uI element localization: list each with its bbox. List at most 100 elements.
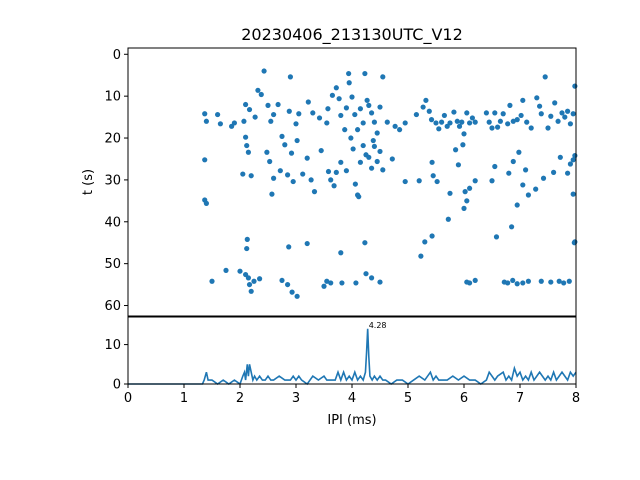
scatter-point xyxy=(500,111,506,117)
scatter-point xyxy=(537,103,543,109)
scatter-point xyxy=(459,119,465,125)
scatter-point xyxy=(203,200,209,206)
scatter-point xyxy=(439,119,445,125)
scatter-point xyxy=(223,267,229,273)
scatter-point xyxy=(505,121,511,127)
scatter-point xyxy=(489,178,495,184)
scatter-point xyxy=(429,159,435,165)
scatter-y-tick-label: 40 xyxy=(104,215,121,230)
scatter-point xyxy=(290,178,296,185)
scatter-point xyxy=(389,156,395,162)
scatter-point xyxy=(510,277,516,284)
scatter-point xyxy=(520,97,526,103)
scatter-point xyxy=(441,112,447,119)
scatter-point xyxy=(534,95,540,101)
scatter-point xyxy=(514,202,520,208)
scatter-point xyxy=(333,169,339,175)
scatter-point xyxy=(346,70,352,77)
scatter-point xyxy=(349,94,355,100)
scatter-point xyxy=(245,149,251,155)
histogram-peak-label: 4.28 xyxy=(369,321,387,330)
scatter-point xyxy=(267,158,273,165)
scatter-point xyxy=(570,191,576,197)
scatter-point xyxy=(321,283,327,289)
scatter-point xyxy=(392,123,398,129)
scatter-point xyxy=(289,289,295,295)
scatter-point xyxy=(308,177,314,183)
histogram-y-tick-label: 10 xyxy=(104,338,121,353)
scatter-point xyxy=(456,123,463,129)
scatter-point xyxy=(548,279,554,285)
chart-title: 20230406_213130UTC_V12 xyxy=(241,25,463,45)
scatter-point xyxy=(269,191,275,197)
scatter-point xyxy=(338,250,344,256)
scatter-point xyxy=(357,159,363,165)
histogram-x-tick-label: 2 xyxy=(236,391,244,406)
scatter-point xyxy=(240,171,246,177)
scatter-point xyxy=(572,83,578,89)
scatter-point xyxy=(418,253,424,259)
scatter-point xyxy=(366,154,372,160)
scatter-point xyxy=(464,110,470,116)
scatter-point xyxy=(371,119,377,125)
scatter-point xyxy=(255,87,261,93)
scatter-point xyxy=(384,119,390,125)
scatter-point xyxy=(369,165,375,171)
scatter-point xyxy=(528,125,534,131)
scatter-point xyxy=(246,281,253,288)
scatter-point xyxy=(483,110,489,116)
scatter-point xyxy=(572,239,578,245)
scatter-point xyxy=(215,111,221,118)
scatter-point xyxy=(311,189,318,195)
histogram-line xyxy=(128,328,577,386)
scatter-point xyxy=(567,121,574,127)
scatter-point xyxy=(507,102,513,108)
scatter-point xyxy=(461,131,467,137)
scatter-point xyxy=(261,68,267,74)
scatter-point xyxy=(538,278,544,284)
scatter-y-tick-label: 20 xyxy=(104,132,121,147)
scatter-point xyxy=(258,91,264,98)
scatter-point xyxy=(279,277,285,284)
scatter-point xyxy=(460,142,466,148)
scatter-point xyxy=(377,104,383,110)
scatter-point xyxy=(380,74,386,80)
scatter-point xyxy=(559,110,565,116)
scatter-y-tick-label: 60 xyxy=(104,299,121,314)
scatter-point xyxy=(362,240,368,246)
scatter-point xyxy=(520,182,526,188)
scatter-point xyxy=(514,281,520,287)
histogram-panel: 4.28 0 10 0 1 2 3 4 5 6 7 8 IPI (ms) xyxy=(104,316,580,428)
scatter-point xyxy=(472,178,478,184)
scatter-point xyxy=(434,178,440,185)
scatter-point xyxy=(324,278,330,284)
scatter-point xyxy=(436,126,442,132)
scatter-point xyxy=(445,216,451,222)
scatter-point xyxy=(285,281,291,288)
histogram-y-ticks: 0 10 xyxy=(104,338,128,393)
histogram-x-tick-label: 4 xyxy=(348,391,356,406)
scatter-point xyxy=(518,112,524,119)
scatter-point xyxy=(369,110,375,116)
scatter-point xyxy=(413,111,419,118)
scatter-point xyxy=(416,178,422,184)
scatter-point xyxy=(426,108,432,114)
scatter-point xyxy=(245,275,251,281)
scatter-point xyxy=(397,127,403,133)
scatter-point xyxy=(548,113,554,119)
scatter-point xyxy=(271,175,277,181)
scatter-point xyxy=(265,102,271,108)
scatter-point xyxy=(252,114,258,120)
scatter-point xyxy=(374,158,380,165)
scatter-point xyxy=(447,190,453,196)
scatter-point xyxy=(237,268,243,274)
scatter-point xyxy=(462,189,468,195)
scatter-point xyxy=(545,125,551,131)
scatter-point xyxy=(363,271,369,277)
histogram-x-tick-label: 3 xyxy=(292,391,300,406)
histogram-x-tick-label: 0 xyxy=(124,391,132,406)
scatter-point xyxy=(555,118,561,124)
scatter-point xyxy=(402,120,408,126)
scatter-point xyxy=(264,149,270,155)
scatter-point xyxy=(552,100,558,106)
